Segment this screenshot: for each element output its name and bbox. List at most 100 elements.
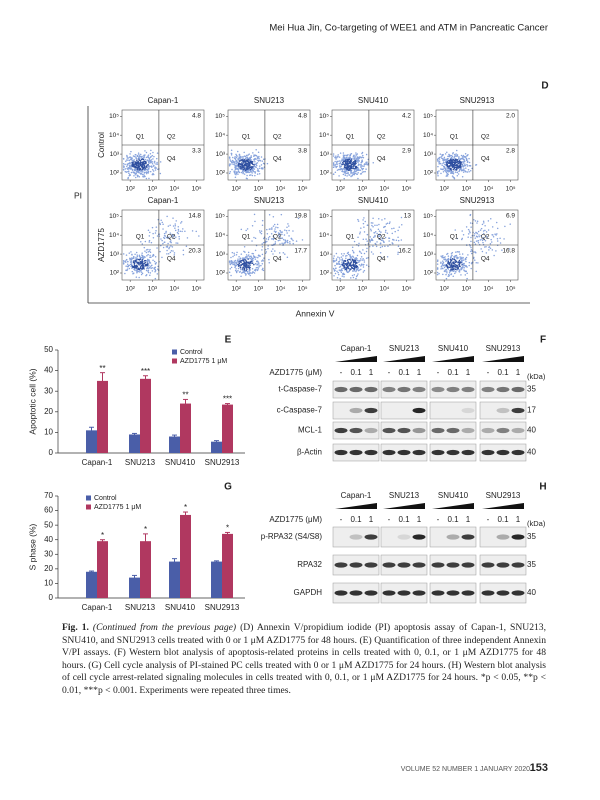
event-dot	[361, 263, 363, 265]
event-dot	[152, 170, 155, 172]
event-dot	[442, 254, 444, 257]
event-dot	[286, 256, 289, 259]
y-tick-label: 10⁴	[215, 232, 225, 239]
event-dot	[155, 226, 158, 228]
event-dot	[272, 216, 275, 218]
x-tick-label: 10⁴	[483, 186, 493, 193]
event-dot	[249, 169, 252, 172]
event-dot	[230, 274, 232, 277]
event-dot	[232, 161, 234, 164]
event-dot	[253, 256, 256, 259]
event-dot	[360, 255, 363, 258]
q4-percent: 16.8	[502, 247, 515, 254]
event-dot	[143, 174, 145, 176]
event-dot	[461, 257, 463, 260]
plot-title: SNU213	[254, 196, 285, 205]
event-dot	[243, 261, 246, 264]
kda-label: (kDa)	[527, 519, 546, 528]
event-dot	[368, 245, 371, 248]
event-dot	[332, 155, 335, 157]
event-dot	[230, 149, 233, 152]
event-dot	[238, 159, 240, 161]
event-dot	[281, 233, 283, 236]
event-dot	[442, 170, 445, 173]
blot-band	[364, 449, 378, 456]
event-dot	[370, 238, 373, 240]
event-dot	[260, 232, 263, 235]
event-dot	[503, 238, 505, 240]
event-dot	[236, 171, 238, 174]
event-dot	[343, 262, 345, 264]
quadrant-label: Q2	[273, 233, 282, 240]
event-dot	[391, 242, 393, 244]
event-dot	[455, 158, 458, 161]
event-dot	[262, 168, 264, 170]
blot-band	[481, 427, 495, 434]
flow-plot	[331, 209, 415, 281]
event-dot	[257, 266, 259, 269]
event-dot	[178, 238, 181, 240]
event-dot	[251, 259, 254, 261]
event-dot	[238, 157, 240, 160]
plot-title: SNU410	[358, 96, 389, 105]
quadrant-label: Q4	[167, 256, 176, 263]
event-dot	[460, 162, 462, 164]
event-dot	[349, 174, 351, 176]
event-dot	[356, 156, 358, 158]
kda-label: (kDa)	[527, 372, 546, 381]
event-dot	[385, 229, 387, 232]
blot-kda: 35	[527, 532, 536, 541]
event-dot	[454, 169, 456, 171]
event-dot	[372, 217, 374, 220]
event-dot	[445, 158, 448, 161]
event-dot	[456, 269, 458, 271]
event-dot	[463, 155, 466, 158]
event-dot	[344, 159, 347, 161]
event-dot	[148, 239, 151, 242]
event-dot	[131, 160, 134, 162]
event-dot	[151, 266, 153, 269]
blot-row-label: MCL-1	[298, 426, 323, 435]
event-dot	[246, 228, 249, 230]
event-dot	[453, 258, 456, 260]
event-dot	[292, 242, 295, 245]
event-dot	[352, 171, 355, 173]
event-dot	[245, 274, 247, 276]
event-dot	[357, 171, 359, 174]
event-dot	[144, 158, 146, 161]
event-dot	[359, 231, 361, 233]
event-dot	[455, 166, 457, 168]
event-dot	[478, 234, 480, 236]
event-dot	[446, 151, 448, 154]
event-dot	[247, 263, 249, 265]
event-dot	[479, 229, 482, 231]
flow-plot	[227, 109, 311, 181]
event-dot	[496, 227, 499, 230]
event-dot	[135, 258, 137, 260]
event-dot	[490, 217, 492, 220]
event-dot	[249, 255, 251, 258]
event-dot	[234, 261, 236, 263]
blot-band	[382, 386, 396, 393]
event-dot	[475, 240, 478, 242]
event-dot	[442, 159, 444, 161]
event-dot	[235, 261, 238, 264]
event-dot	[474, 232, 476, 235]
event-dot	[457, 167, 459, 170]
event-dot	[147, 253, 149, 256]
event-dot	[252, 167, 255, 169]
event-dot	[246, 265, 249, 267]
event-dot	[134, 261, 136, 263]
event-dot	[234, 266, 236, 269]
event-dot	[476, 232, 478, 234]
event-dot	[149, 274, 151, 276]
event-dot	[241, 156, 243, 158]
event-dot	[334, 260, 336, 262]
event-dot	[177, 228, 180, 231]
event-dot	[361, 168, 364, 171]
event-dot	[352, 167, 355, 169]
event-dot	[228, 271, 231, 273]
y-tick-label: 10⁴	[319, 232, 329, 239]
event-dot	[138, 157, 141, 160]
event-dot	[134, 163, 136, 166]
